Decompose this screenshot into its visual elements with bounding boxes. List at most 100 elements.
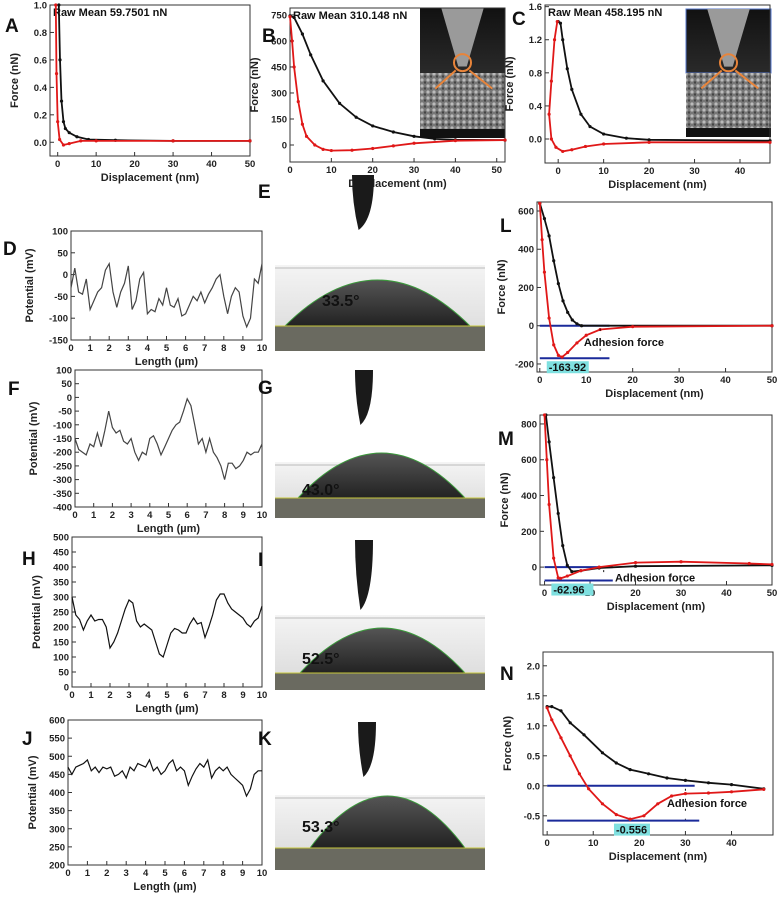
- droplet: [298, 627, 467, 674]
- x-tick-label: 9: [240, 690, 245, 701]
- y-tick-label: 1.0: [34, 1, 47, 12]
- x-axis-title: Length (µm): [133, 881, 196, 893]
- data-point: [542, 270, 547, 274]
- data-point: [67, 131, 71, 135]
- x-tick-label: 2: [104, 868, 109, 879]
- y-tick-label: 1.5: [527, 691, 541, 702]
- data-point: [391, 130, 395, 134]
- x-tick-label: 5: [162, 868, 168, 879]
- panel-label: D: [3, 239, 17, 260]
- panel-label: G: [258, 378, 273, 399]
- data-point: [391, 144, 395, 148]
- data-point: [94, 139, 98, 143]
- data-point: [587, 787, 591, 791]
- y-tick-label: -250: [53, 461, 72, 472]
- y-tick-label: -50: [54, 292, 68, 303]
- data-point: [67, 142, 71, 146]
- y-axis-title: Force (nN): [496, 259, 508, 314]
- contact-angle-value: 43.0°: [302, 482, 340, 499]
- droplet: [309, 795, 466, 849]
- x-tick-label: 8: [221, 868, 226, 879]
- sem-inset-image: [685, 8, 772, 137]
- data-point: [556, 282, 560, 286]
- droplet: [296, 452, 467, 499]
- data-point: [552, 343, 556, 347]
- contact-angle-value: 52.5°: [302, 651, 340, 668]
- data-point: [683, 792, 688, 796]
- data-point: [597, 565, 601, 569]
- y-axis-title: Force (nN): [499, 472, 511, 527]
- plot-frame: [67, 719, 263, 866]
- y-tick-label: 300: [271, 88, 287, 99]
- x-tick-label: 4: [147, 510, 153, 521]
- data-point: [552, 38, 557, 42]
- panel-label: K: [258, 729, 272, 750]
- x-tick-label: 4: [145, 690, 151, 701]
- x-tick-label: 10: [257, 343, 268, 354]
- data-point: [624, 136, 628, 140]
- data-point: [61, 143, 66, 147]
- chart-D: 0 1 2 3 4 5 6 7 8 9 10 -150 -100 -50 0 50 100 Length (µm)…: [3, 227, 267, 369]
- y-tick-label: 400: [518, 245, 534, 256]
- x-tick-label: 20: [644, 166, 655, 177]
- x-tick-label: 7: [201, 868, 206, 879]
- y-tick-label: -100: [49, 314, 68, 325]
- x-tick-label: 9: [240, 343, 245, 354]
- x-tick-label: 1: [91, 510, 97, 521]
- y-tick-label: 0.0: [34, 138, 47, 149]
- data-point: [304, 134, 309, 138]
- x-tick-label: 50: [491, 165, 502, 176]
- y-tick-label: -150: [53, 434, 72, 445]
- y-tick-label: 500: [49, 752, 65, 763]
- contact-angle-panel-K: K 53.3°: [258, 722, 485, 870]
- data-point: [547, 316, 551, 320]
- data-point: [58, 58, 62, 62]
- data-point: [561, 149, 565, 154]
- panel-label: H: [22, 549, 36, 570]
- x-tick-label: 20: [129, 159, 140, 170]
- adhesion-value-highlight: [613, 823, 650, 836]
- x-tick-label: 6: [183, 690, 188, 701]
- x-tick-label: 0: [287, 165, 292, 176]
- data-point: [559, 736, 563, 740]
- data-point: [614, 813, 618, 817]
- sem-inset-image: [420, 8, 505, 138]
- data-point: [300, 32, 305, 36]
- data-point: [570, 87, 574, 91]
- data-point: [614, 761, 618, 765]
- data-point: [547, 112, 551, 116]
- plot-frame: [539, 414, 773, 586]
- data-point: [646, 772, 651, 776]
- data-point: [58, 137, 62, 142]
- substrate: [275, 673, 485, 690]
- x-axis-title: Displacement (nm): [609, 851, 708, 863]
- y-tick-label: 0: [282, 141, 287, 152]
- panel-label: N: [500, 664, 514, 685]
- data-point: [412, 141, 416, 145]
- data-point: [558, 576, 563, 580]
- x-tick-label: 10: [257, 690, 268, 701]
- y-tick-label: 550: [49, 734, 65, 745]
- x-tick-label: 50: [767, 375, 778, 386]
- contact-angle-panel-E: E 33.5°: [258, 175, 485, 351]
- y-axis-title: Force (nN): [504, 56, 516, 111]
- x-tick-label: 6: [182, 868, 187, 879]
- data-point: [566, 310, 570, 314]
- x-tick-label: 7: [202, 690, 207, 701]
- x-tick-label: 7: [203, 510, 208, 521]
- panel-label: M: [498, 429, 514, 450]
- x-tick-label: 5: [166, 510, 172, 521]
- y-tick-label: 100: [52, 227, 68, 238]
- data-point: [503, 138, 507, 142]
- panel-label: I: [258, 550, 263, 571]
- y-tick-label: 0: [67, 393, 72, 404]
- x-tick-label: 40: [726, 838, 737, 849]
- x-tick-label: 0: [542, 588, 547, 599]
- data-point: [171, 139, 175, 143]
- y-axis-title: Force (nN): [9, 53, 21, 108]
- data-point: [350, 148, 354, 152]
- x-tick-label: 3: [126, 690, 131, 701]
- x-tick-label: 6: [185, 510, 190, 521]
- x-tick-label: 50: [245, 159, 256, 170]
